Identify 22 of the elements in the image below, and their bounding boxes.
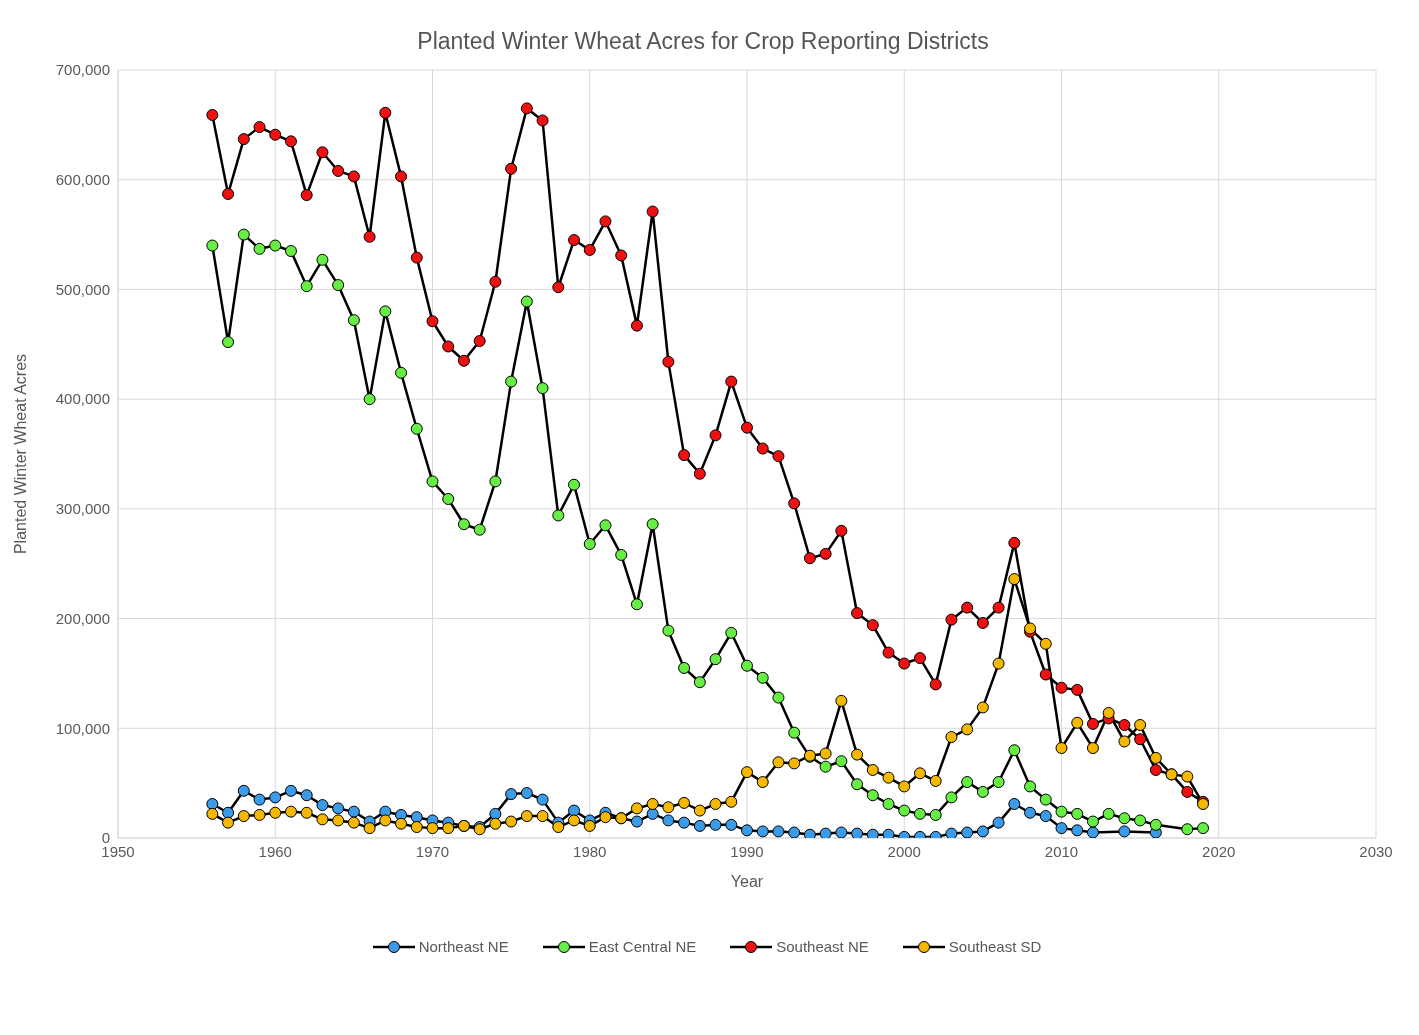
x-tick-label: 2030: [1359, 842, 1393, 860]
legend-label: Southeast NE: [776, 938, 869, 955]
y-tick-label: 400,000: [55, 390, 110, 408]
y-axis-title: Planted Winter Wheat Acres: [11, 353, 29, 555]
y-tick-label: 200,000: [55, 609, 110, 627]
x-tick-label: 1980: [573, 842, 607, 860]
chart-title: Planted Winter Wheat Acres for Crop Reporting Districts: [416, 28, 990, 55]
x-tick-label: 2020: [1202, 842, 1236, 860]
x-tick-label: 2000: [887, 842, 921, 860]
y-tick-label: 300,000: [55, 500, 110, 518]
x-axis-title: Year: [730, 873, 764, 891]
legend-label: East Central NE: [588, 938, 697, 955]
y-tick-label: 700,000: [55, 61, 110, 79]
y-tick-label: 100,000: [55, 719, 110, 737]
y-tick-label: 500,000: [55, 280, 110, 298]
x-tick-label: 1970: [415, 842, 450, 860]
legend-label: Southeast SD: [948, 938, 1042, 955]
x-tick-label: 1990: [730, 842, 764, 860]
legend-label: Northeast NE: [418, 938, 509, 955]
x-tick-label: 1960: [258, 842, 292, 860]
x-tick-label: 2010: [1044, 842, 1079, 860]
y-tick-label: 600,000: [55, 171, 110, 189]
